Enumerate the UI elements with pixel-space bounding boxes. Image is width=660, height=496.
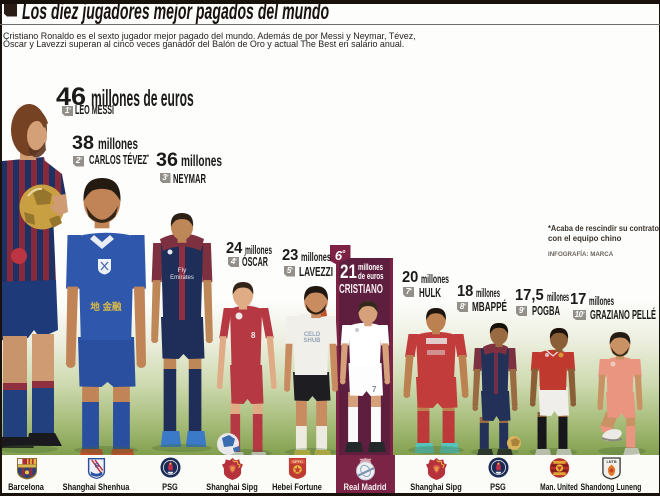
svg-text:LNTB: LNTB xyxy=(606,460,616,464)
svg-text:CELD: CELD xyxy=(304,332,321,338)
svg-text:S: S xyxy=(95,463,100,470)
svg-text:7: 7 xyxy=(372,385,377,394)
svg-text:Fly: Fly xyxy=(178,267,187,274)
svg-text:Emirates: Emirates xyxy=(170,275,194,281)
svg-text:SHUB: SHUB xyxy=(303,338,321,344)
svg-text:地 金融: 地 金融 xyxy=(90,301,122,313)
svg-text:CFFC: CFFC xyxy=(292,460,302,464)
svg-text:8: 8 xyxy=(251,331,256,340)
